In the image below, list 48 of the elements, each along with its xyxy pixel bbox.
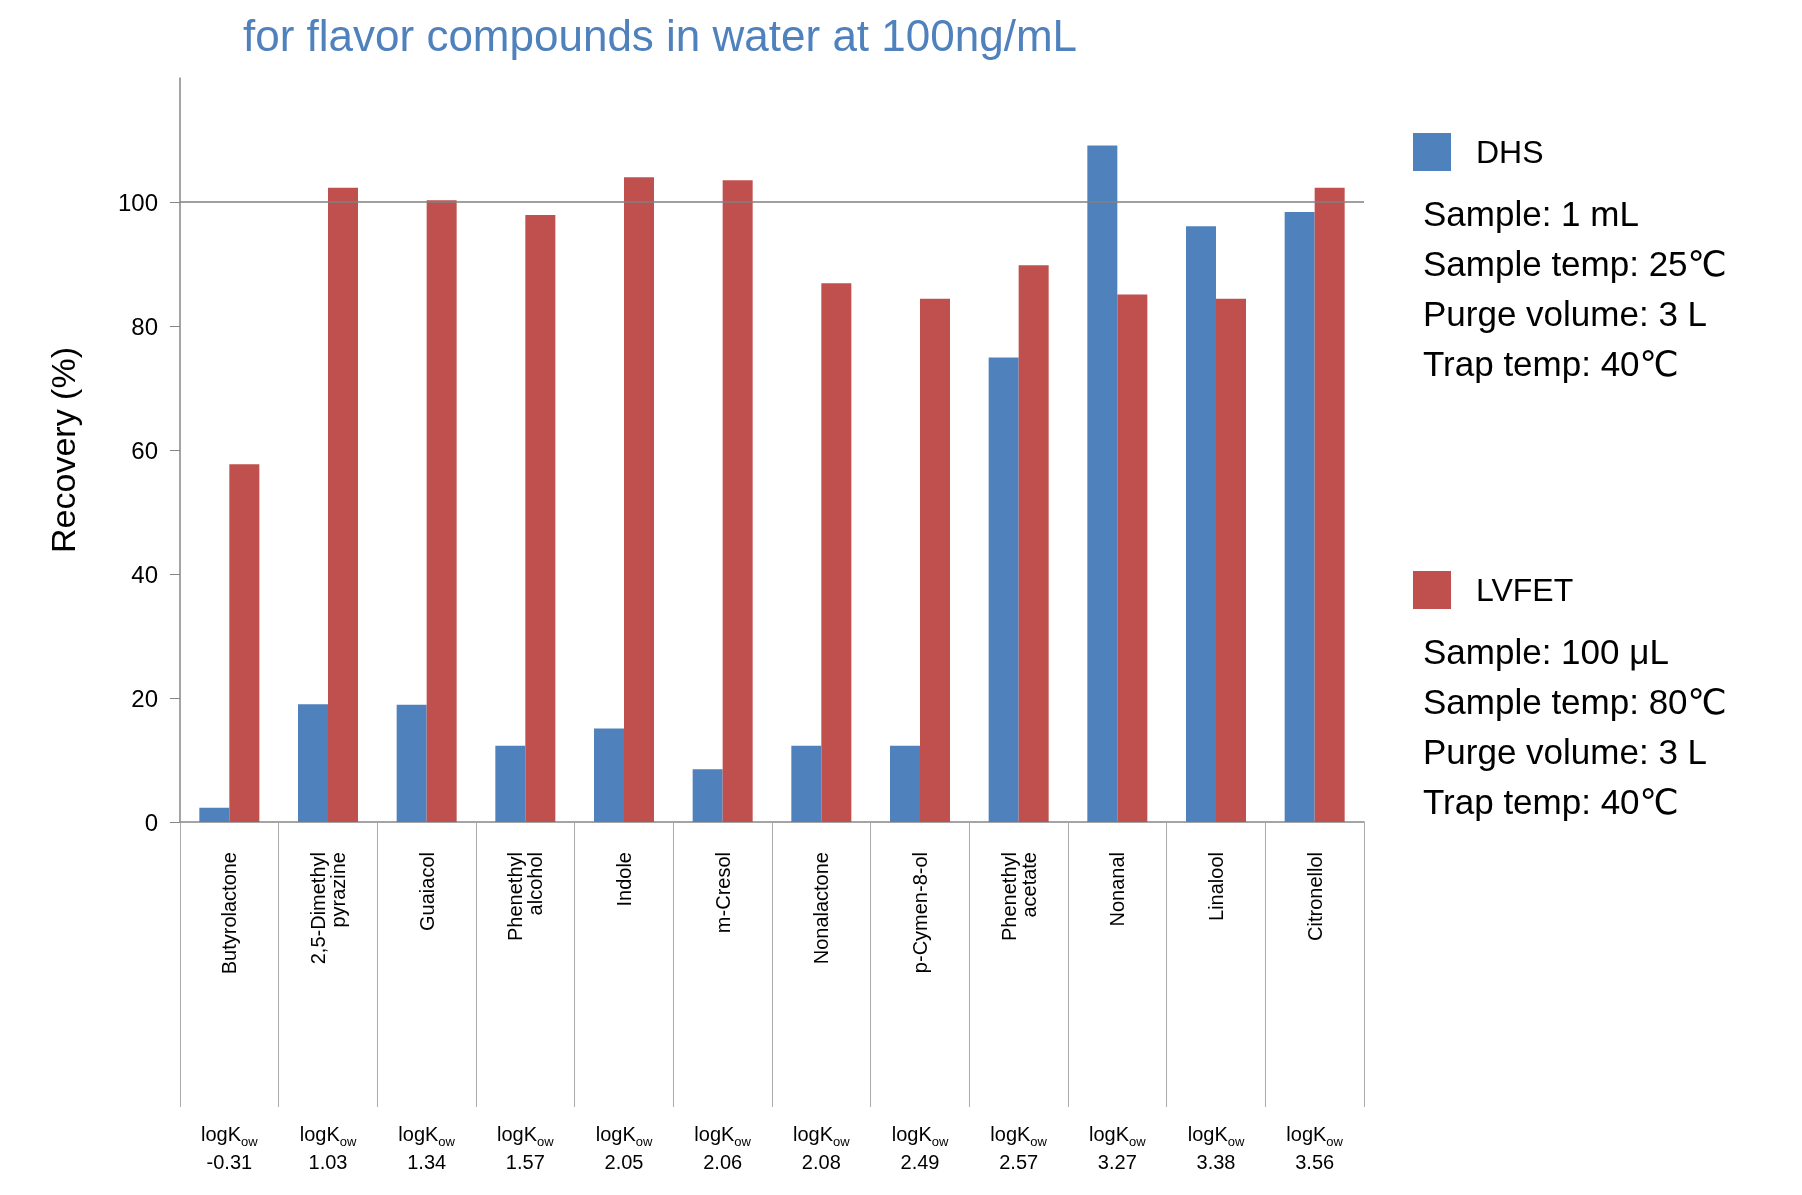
bar: [199, 807, 230, 822]
bar: [495, 745, 526, 822]
bar: [692, 769, 723, 822]
y-tick-label: 100: [117, 188, 158, 216]
bar: [1284, 211, 1315, 822]
x-tick-label: m-Cresol: [711, 852, 734, 934]
bar: [988, 357, 1019, 822]
bar: [1216, 298, 1246, 822]
bar: [1117, 294, 1148, 822]
bar: [1186, 226, 1216, 822]
x-tick-label: Indole: [613, 852, 635, 907]
bar: [791, 745, 822, 822]
chart-title: for flavor compounds in water at 100ng/mL: [243, 10, 1078, 60]
x-tick-label: Linalool: [1205, 852, 1227, 921]
bar: [229, 464, 260, 822]
x-tick-label: Guaiacol: [415, 852, 438, 931]
y-axis-title: Recovery (%): [44, 347, 82, 553]
x-tick-label: 2,5-Dimethyl pyrazine: [307, 852, 349, 965]
bar: [426, 200, 457, 822]
x-tick-label: Nonalactone: [810, 852, 833, 965]
bar: [624, 177, 654, 822]
bar: [396, 704, 427, 822]
bar: [328, 187, 358, 822]
bar: [722, 180, 753, 822]
bar: [821, 283, 852, 822]
y-tick-label: 60: [131, 436, 158, 464]
legend-label: DHS: [1476, 134, 1544, 170]
bar: [525, 215, 556, 822]
x-tick-label: Phenethyl acetate: [997, 852, 1040, 941]
x-tick-label: p-Cymen-8-ol: [909, 852, 931, 974]
x-tick-label: Phenethyl alcohol: [504, 852, 547, 941]
x-tick-label: Nonanal: [1106, 852, 1129, 927]
legend-label: LVFET: [1476, 572, 1574, 608]
y-tick-label: 80: [131, 312, 158, 340]
bar: [298, 704, 328, 822]
bar: [1087, 145, 1118, 822]
bar: [920, 298, 950, 822]
bar: [890, 745, 920, 822]
y-tick-label: 0: [144, 808, 158, 836]
text: Sample: 1 mL Sample temp: 25℃ Purge volume: 3 L Trap temp: 40℃: [1423, 193, 1727, 383]
bar: [1018, 265, 1049, 822]
x-tick-label: Citronellol: [1303, 852, 1326, 941]
y-tick-label: 20: [131, 684, 158, 712]
bar: [594, 728, 624, 822]
x-tick-label: Butyrolactone: [218, 852, 241, 975]
bar: [1314, 187, 1345, 822]
text: Sample: 100 μL Sample temp: 80℃ Purge volume: 3 L Trap temp: 40℃: [1423, 631, 1727, 821]
y-tick-label: 40: [131, 560, 158, 588]
